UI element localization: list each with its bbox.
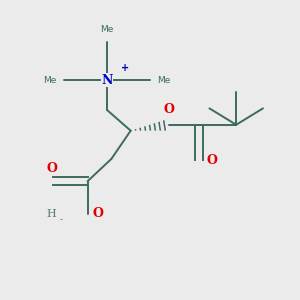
Text: +: + — [121, 63, 129, 73]
Text: Me: Me — [158, 76, 171, 85]
Text: -: - — [59, 215, 62, 224]
Text: O: O — [206, 154, 217, 167]
Text: H: H — [46, 209, 56, 219]
Text: O: O — [46, 162, 57, 175]
Text: N: N — [101, 74, 112, 87]
Text: O: O — [92, 207, 103, 220]
Text: Me: Me — [100, 25, 114, 34]
Text: O: O — [164, 103, 175, 116]
Text: Me: Me — [43, 76, 56, 85]
